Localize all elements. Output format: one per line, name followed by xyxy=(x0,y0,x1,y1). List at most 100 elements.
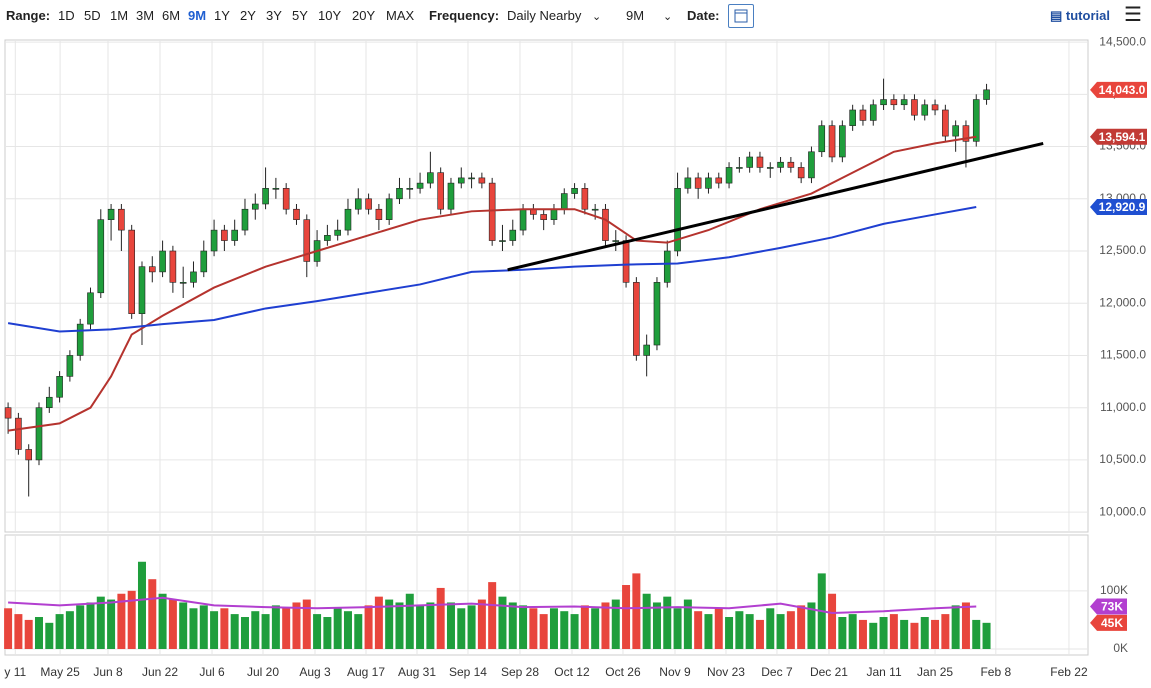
range-button[interactable]: 6M xyxy=(162,8,181,23)
candle-body xyxy=(519,208,527,231)
tutorial-text: tutorial xyxy=(1065,8,1110,23)
x-tick-label: Dec 7 xyxy=(761,665,793,679)
price-tag xyxy=(1090,614,1127,631)
volume-bar xyxy=(374,596,383,649)
volume-bar xyxy=(786,611,795,649)
candle-body xyxy=(880,99,887,106)
x-tick-label: Dec 21 xyxy=(810,665,848,679)
candle-body xyxy=(602,208,609,241)
candle-body xyxy=(457,177,465,184)
candle-body xyxy=(87,292,94,325)
volume-bar xyxy=(137,561,146,649)
frequency-select[interactable]: Daily Nearby xyxy=(507,8,582,23)
volume-bar xyxy=(76,605,85,649)
candle-body xyxy=(15,417,22,450)
volume-bar xyxy=(941,614,950,649)
x-tick-label: Feb 8 xyxy=(980,665,1011,679)
price-tag xyxy=(1090,81,1147,98)
chevron: ⌄ xyxy=(592,11,602,23)
volume-bar xyxy=(323,617,332,649)
x-tick-label: Nov 23 xyxy=(707,665,745,679)
candle-body xyxy=(66,355,74,377)
tutorial-link[interactable]: ▤ tutorial xyxy=(1050,8,1110,23)
candle-body xyxy=(118,208,125,231)
range-button[interactable]: 20Y xyxy=(352,8,376,23)
candle-body xyxy=(942,109,949,137)
candle-body xyxy=(56,376,63,398)
candle-body xyxy=(725,167,733,184)
candle-body xyxy=(76,323,84,356)
volume-bar xyxy=(663,596,672,649)
volume-bar xyxy=(282,608,291,649)
candle-body xyxy=(334,229,341,236)
volume-bar xyxy=(972,619,981,649)
range-button[interactable]: 5D xyxy=(84,8,101,23)
range-button[interactable]: 9M xyxy=(188,8,207,23)
volume-bar xyxy=(910,622,919,649)
candle-body xyxy=(859,109,867,121)
x-tick-label: Jul 6 xyxy=(199,665,225,679)
period-select[interactable]: 9M xyxy=(626,8,645,23)
volume-bar xyxy=(580,605,589,649)
plot-frame xyxy=(4,39,1089,533)
candle-body xyxy=(674,188,681,252)
candle-body xyxy=(591,208,599,211)
candle-body xyxy=(962,125,970,142)
candle-body xyxy=(344,208,352,231)
candle-body xyxy=(777,161,784,168)
volume-bar xyxy=(127,590,136,649)
volume-bar xyxy=(776,614,785,649)
candle-body xyxy=(107,208,115,220)
range-button[interactable]: 2Y xyxy=(240,8,256,23)
range-button[interactable]: 3M xyxy=(136,8,155,23)
volume-bar xyxy=(34,617,43,649)
volume-bar xyxy=(199,605,208,649)
range-button[interactable]: 5Y xyxy=(292,8,308,23)
volume-bar xyxy=(467,605,476,649)
candle-body xyxy=(643,344,650,356)
candle-body xyxy=(169,250,177,283)
x-tick-label: Sep 28 xyxy=(501,665,539,679)
volume-bar xyxy=(601,602,610,649)
candle-body xyxy=(324,235,331,241)
y-tick-label: 10,500.0 xyxy=(1099,452,1146,466)
candle-body xyxy=(849,109,856,126)
volume-bar xyxy=(14,614,23,649)
candle-body xyxy=(931,104,939,111)
y-tick-label: 11,500.0 xyxy=(1100,348,1146,362)
volume-bar xyxy=(96,596,105,649)
volume-bar xyxy=(549,608,558,649)
menu-button[interactable]: ☰ xyxy=(1124,4,1142,26)
candle-body xyxy=(97,219,105,294)
volume-bar xyxy=(271,605,280,649)
candle-body xyxy=(684,177,692,189)
candle-body xyxy=(416,182,424,189)
candle-body xyxy=(900,99,908,106)
candle-body xyxy=(210,229,218,252)
range-button[interactable]: 1M xyxy=(110,8,129,23)
range-button[interactable]: 1Y xyxy=(214,8,230,23)
calendar-icon xyxy=(734,9,748,23)
volume-bar xyxy=(838,617,847,649)
x-tick-label: Jun 22 xyxy=(142,665,178,679)
volume-bar xyxy=(45,622,54,649)
candle-body xyxy=(797,167,805,179)
range-button[interactable]: MAX xyxy=(386,8,415,23)
y-tick-label: 0K xyxy=(1113,641,1128,655)
x-tick-label: Nov 9 xyxy=(659,665,691,679)
price-tag-label: 45K xyxy=(1101,616,1123,630)
candle-body xyxy=(663,250,671,283)
x-tick-label: Aug 17 xyxy=(347,665,385,679)
range-button[interactable]: 1D xyxy=(58,8,75,23)
candle-body xyxy=(622,240,630,283)
calendar-button[interactable] xyxy=(728,4,754,28)
chevron: ⌄ xyxy=(663,11,673,23)
volume-bar xyxy=(230,614,239,649)
volume-bar xyxy=(210,611,219,649)
range-button[interactable]: 10Y xyxy=(318,8,342,23)
range-button[interactable]: 3Y xyxy=(266,8,282,23)
y-tick-label: 12,000.0 xyxy=(1099,295,1146,309)
volume-bar xyxy=(65,611,74,649)
candle-body xyxy=(354,198,362,210)
volume-bar xyxy=(354,614,363,649)
